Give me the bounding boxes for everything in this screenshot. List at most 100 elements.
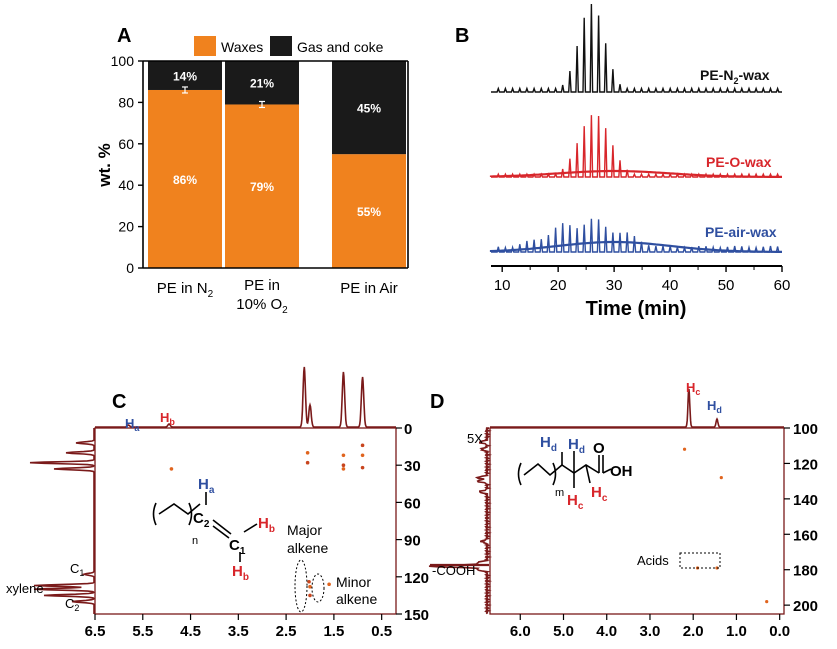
time-tick-label: 10 (494, 277, 511, 294)
svg-text:OH: OH (610, 463, 633, 480)
cross-peaks (169, 443, 365, 598)
cross-peak (360, 453, 365, 458)
ha-label: Ha (125, 416, 140, 433)
panel-a: A Waxes Gas and coke wt. % 020406080100 … (95, 25, 409, 316)
major-alkene-label-2: alkene (287, 540, 328, 556)
y-tick-label: 150 (404, 607, 429, 624)
y-tick-label: 120 (404, 570, 429, 587)
bar-value-label: 14% (173, 69, 197, 83)
svg-text:C1: C1 (229, 537, 246, 557)
alkene-structure: n C2 Ha C1 Hb Hb (152, 476, 275, 583)
minor-alkene-label-2: alkene (336, 591, 377, 607)
cross-peak (308, 593, 312, 598)
y-tick-label: 20 (118, 219, 134, 235)
svg-text:Hd: Hd (568, 436, 585, 456)
y-tick-label: 100 (111, 53, 135, 69)
acid-structure: m O OH Hd Hd Hc Hc (517, 434, 633, 512)
y-tick-label: 0 (404, 421, 412, 438)
cross-peak (360, 465, 365, 470)
panel-b-label: B (455, 25, 469, 47)
svg-text:Hb: Hb (258, 515, 275, 535)
y-tick-label: 200 (793, 598, 818, 615)
proton-spectrum (95, 366, 396, 428)
bar-waxes-1 (225, 104, 299, 268)
x-tick-label-1: PE in (244, 277, 280, 294)
bars: 86% 14% 79% 21% 55% 45% (148, 61, 406, 268)
baseline-hump-2 (489, 240, 782, 253)
trace-label-o: PE-O-wax (706, 154, 772, 170)
panel-b: B PE-N2-wax PE-O-wax PE-air-wax 10 20 30 40… (455, 3, 790, 320)
y-axis-ticks: 0 20 40 60 80 100 (111, 53, 143, 276)
top-1h-spectrum (490, 388, 784, 428)
time-tick-label: 20 (550, 277, 567, 294)
cross-peak (715, 566, 719, 570)
time-axis-ticks: 10 20 30 40 50 60 (494, 266, 790, 294)
bar-gas-coke-2 (332, 61, 406, 155)
panel-d: D 6.0 5.0 4.0 3.0 2.0 1.0 0.0 100 120 140 160 180 2… (428, 380, 818, 640)
y-tick-label: 140 (793, 492, 818, 509)
x-axis-ticks: 6.0 5.0 4.0 3.0 2.0 1.0 0.0 (510, 614, 790, 640)
x-tick-label: 6.5 (85, 623, 106, 640)
time-axis-title: Time (min) (586, 298, 687, 320)
proton-spectrum (490, 388, 784, 428)
y-tick-label: 90 (404, 533, 421, 550)
x-tick-label: 5.5 (132, 623, 153, 640)
c1-label: C1 (70, 561, 84, 578)
y-tick-label: 160 (793, 527, 818, 544)
chromatogram-2 (491, 218, 782, 253)
y-axis-ticks: 0 30 60 90 120 150 (396, 421, 429, 624)
plot-frame (94, 427, 397, 615)
svg-text:m: m (555, 487, 564, 499)
cross-peaks (682, 447, 769, 604)
svg-text:Hd: Hd (540, 434, 557, 454)
cross-peak (305, 451, 310, 455)
y-tick-label: 60 (118, 136, 134, 152)
trace-label-air: PE-air-wax (705, 224, 777, 240)
svg-text:n: n (192, 535, 198, 547)
bar-value-label: 45% (357, 102, 381, 116)
bar-value-label: 55% (357, 205, 381, 219)
x-tick-label: 0.5 (371, 623, 392, 640)
left-13c-spectrum (29, 428, 96, 614)
legend-label-waxes: Waxes (221, 39, 263, 55)
svg-text:Hb: Hb (232, 563, 249, 583)
minor-alkene-ellipse (311, 573, 325, 603)
cross-peak (719, 476, 723, 480)
bar-waxes-0 (148, 89, 222, 268)
svg-text:Hc: Hc (591, 484, 608, 504)
y-tick-label: 60 (404, 495, 421, 512)
x-tick-label: 1.0 (726, 623, 747, 640)
acids-label: Acids (637, 553, 669, 568)
legend-swatch-waxes (194, 36, 216, 56)
x-tick-label: 2.0 (683, 623, 704, 640)
x-tick-label: 0.0 (769, 623, 790, 640)
carbon-spectrum (29, 428, 96, 614)
svg-text:C2: C2 (193, 510, 210, 530)
x-tick-label: 5.0 (553, 623, 574, 640)
baseline-hump-1 (489, 169, 782, 178)
y-tick-label: 30 (404, 458, 421, 475)
cross-peak (341, 467, 346, 471)
time-tick-label: 50 (718, 277, 735, 294)
major-alkene-ellipse (294, 559, 308, 613)
plot-frame (489, 427, 785, 615)
chromatogram-0 (491, 3, 782, 93)
xylene-label: xylene (6, 581, 44, 596)
x-tick-label: 3.5 (228, 623, 249, 640)
svg-text:Hc: Hc (567, 492, 584, 512)
cross-peak (307, 579, 311, 584)
y-tick-label: 120 (793, 456, 818, 473)
chromatogram-traces (489, 3, 782, 253)
bar-value-label: 79% (250, 180, 274, 194)
x-tick-label: 2.5 (276, 623, 297, 640)
time-tick-label: 40 (662, 277, 679, 294)
major-alkene-label-1: Major (287, 522, 322, 538)
cross-peak (308, 584, 312, 589)
y-tick-label: 40 (118, 177, 134, 193)
hb-label: Hb (160, 410, 175, 427)
y-tick-label: 100 (793, 421, 818, 438)
x-tick-label: 6.0 (510, 623, 531, 640)
bar-gas-coke-0 (148, 61, 222, 90)
hc-label: Hc (686, 380, 700, 397)
